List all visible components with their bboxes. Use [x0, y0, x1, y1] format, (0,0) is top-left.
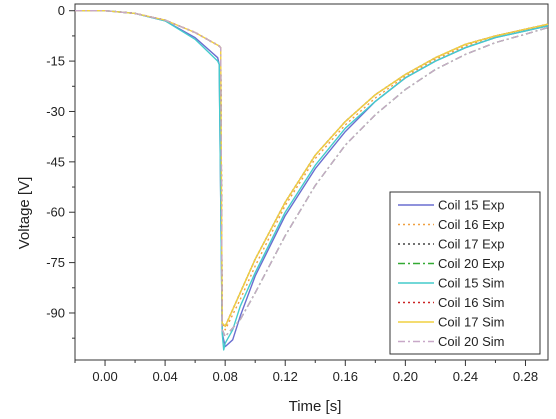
- x-axis-title: Time [s]: [289, 398, 342, 415]
- y-tick-label: -15: [46, 54, 65, 69]
- series-line-8: [75, 9, 549, 338]
- x-tick-label: 0.12: [273, 369, 298, 384]
- x-tick-label: 0.08: [213, 369, 238, 384]
- x-tick-label: 0.28: [513, 369, 538, 384]
- legend-label-3: Coil 17 Exp: [438, 237, 504, 252]
- legend-label-2: Coil 16 Exp: [438, 217, 504, 232]
- x-tick-label: 0.16: [333, 369, 358, 384]
- plot-area: [74, 3, 549, 361]
- y-tick-label: -45: [46, 154, 65, 169]
- x-tick-label: 0.20: [393, 369, 418, 384]
- legend-label-8: Coil 20 Sim: [438, 334, 504, 349]
- plot-frame: [74, 3, 549, 361]
- legend-label-4: Coil 20 Exp: [438, 256, 504, 271]
- series-layer: [75, 9, 549, 351]
- x-tick-label: 0.24: [453, 369, 478, 384]
- legend-label-5: Coil 15 Sim: [438, 276, 504, 291]
- y-tick-label: -75: [46, 255, 65, 270]
- y-axis-title: Voltage [V]: [16, 177, 33, 250]
- y-tick-label: 0: [58, 3, 65, 18]
- axes-layer: 0.00 0.04 0.08 0.12 0.16 0.20 0.24 0.28 0 -15 -30 -…: [46, 3, 538, 384]
- legend-label-6: Coil 16 Sim: [438, 295, 504, 310]
- series-line-5: [75, 9, 549, 351]
- y-tick-label: -90: [46, 305, 65, 320]
- legend: Coil 15 Exp Coil 16 Exp Coil 17 Exp Coil 20…: [389, 191, 541, 355]
- legend-label-1: Coil 15 Exp: [438, 198, 504, 213]
- legend-label-7: Coil 17 Sim: [438, 315, 504, 330]
- y-tick-label: -30: [46, 104, 65, 119]
- x-tick-label: 0.04: [152, 369, 177, 384]
- y-tick-label: -60: [46, 205, 65, 220]
- x-tick-label: 0.00: [92, 369, 117, 384]
- legend-box: [389, 191, 541, 355]
